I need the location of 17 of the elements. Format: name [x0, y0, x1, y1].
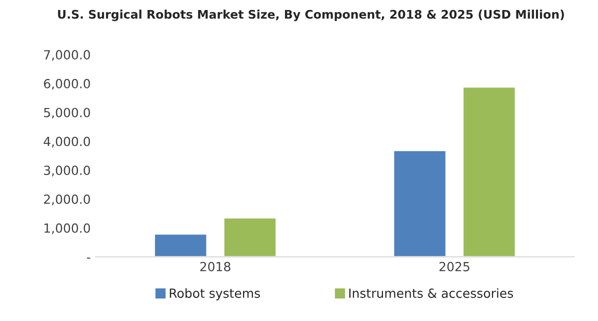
bar [392, 150, 447, 257]
y-tick-label: 7,000.0 [44, 50, 90, 61]
chart-title: U.S. Surgical Robots Market Size, By Component, 2018 & 2025 (USD Million) [58, 10, 564, 22]
legend-label: Instruments & accessories [349, 288, 514, 298]
bar [222, 217, 277, 257]
y-tick-label: 4,000.0 [44, 136, 90, 148]
x-tick-label: 2018 [200, 262, 230, 272]
y-tick-label: 2,000.0 [44, 194, 90, 206]
y-tick-label: 5,000.0 [44, 108, 90, 119]
y-tick-label: 3,000.0 [44, 166, 90, 176]
x-tick-label: 2025 [439, 262, 470, 272]
y-tick-label: 6,000.0 [44, 78, 90, 90]
bar [154, 233, 208, 257]
y-tick-label: 1,000.0 [44, 223, 90, 234]
legend-label: Robot systems [170, 288, 260, 300]
y-tick-label: - [86, 258, 90, 259]
bar [462, 86, 516, 257]
